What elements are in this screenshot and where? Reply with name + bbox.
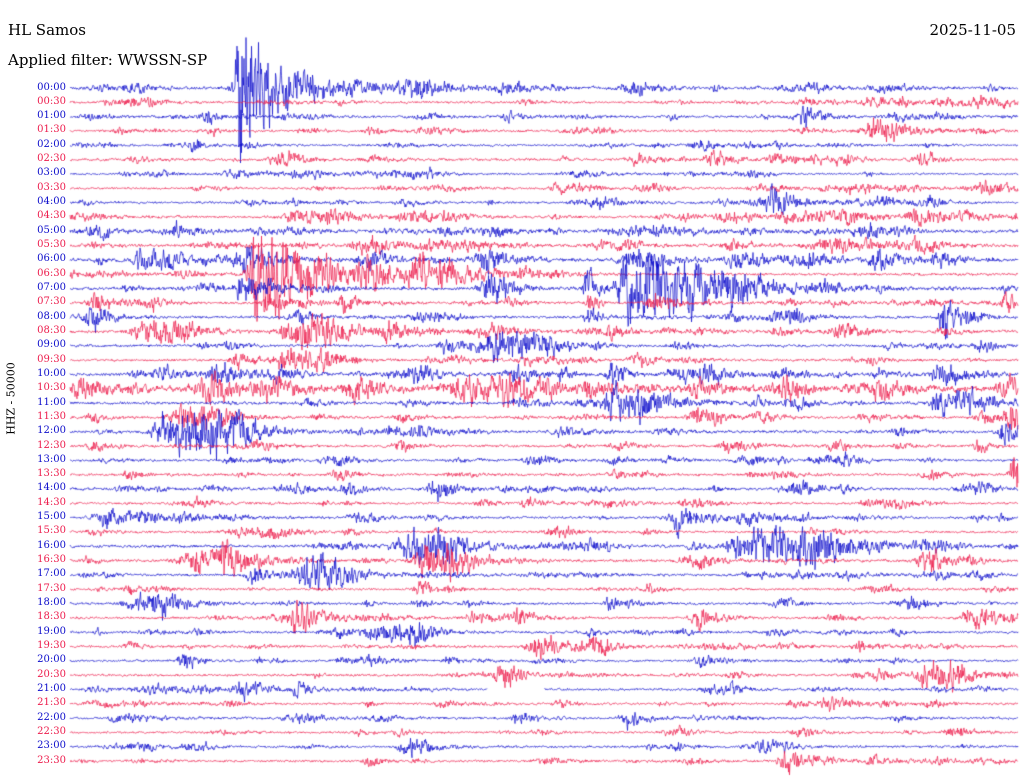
trace-time-label: 18:00 bbox=[37, 597, 66, 609]
trace-time-label: 13:30 bbox=[37, 468, 66, 480]
trace-time-label: 03:30 bbox=[37, 181, 66, 193]
trace-time-label: 22:30 bbox=[37, 725, 66, 737]
trace-time-label: 08:00 bbox=[37, 310, 66, 322]
trace-time-label: 20:00 bbox=[37, 654, 66, 666]
trace-time-label: 08:30 bbox=[37, 324, 66, 336]
trace-time-label: 01:00 bbox=[37, 110, 66, 122]
trace-time-label: 16:00 bbox=[37, 539, 66, 551]
trace-time-label: 14:00 bbox=[37, 482, 66, 494]
date-label: 2025-11-05 bbox=[929, 21, 1016, 39]
trace-time-label: 18:30 bbox=[37, 611, 66, 623]
trace-time-label: 05:00 bbox=[37, 224, 66, 236]
trace-time-label: 12:00 bbox=[37, 425, 66, 437]
trace-time-label: 19:00 bbox=[37, 625, 66, 637]
trace-time-label: 01:30 bbox=[37, 124, 66, 136]
trace-time-label: 21:30 bbox=[37, 697, 66, 709]
trace-time-label: 21:00 bbox=[37, 682, 66, 694]
trace-time-label: 17:00 bbox=[37, 568, 66, 580]
trace-time-label: 06:00 bbox=[37, 253, 66, 265]
trace-time-label: 16:30 bbox=[37, 554, 66, 566]
trace-time-label: 06:30 bbox=[37, 267, 66, 279]
station-title: HL Samos bbox=[8, 21, 86, 39]
trace-time-label: 22:00 bbox=[37, 711, 66, 723]
trace-time-label: 10:30 bbox=[37, 382, 66, 394]
trace-time-label: 15:30 bbox=[37, 525, 66, 537]
trace-time-label: 09:30 bbox=[37, 353, 66, 365]
trace-time-label: 00:30 bbox=[37, 95, 66, 107]
trace-time-label: 14:30 bbox=[37, 496, 66, 508]
trace-time-label: 07:30 bbox=[37, 296, 66, 308]
filter-label: Applied filter: WWSSN-SP bbox=[8, 51, 208, 69]
trace-time-label: 04:00 bbox=[37, 196, 66, 208]
trace-time-label: 02:30 bbox=[37, 153, 66, 165]
trace-time-label: 19:30 bbox=[37, 639, 66, 651]
trace-time-label: 20:30 bbox=[37, 668, 66, 680]
trace-time-label: 11:00 bbox=[37, 396, 66, 408]
trace-time-label: 23:00 bbox=[37, 740, 66, 752]
trace-time-label: 02:00 bbox=[37, 138, 66, 150]
trace-time-label: 10:00 bbox=[37, 367, 66, 379]
trace-time-label: 23:30 bbox=[37, 754, 66, 766]
trace-time-label: 11:30 bbox=[37, 410, 66, 422]
trace-time-label: 13:00 bbox=[37, 453, 66, 465]
trace-time-label: 15:00 bbox=[37, 511, 66, 523]
trace-time-label: 05:30 bbox=[37, 239, 66, 251]
trace-time-label: 00:00 bbox=[37, 81, 66, 93]
trace-time-label: 07:00 bbox=[37, 281, 66, 293]
trace-time-label: 17:30 bbox=[37, 582, 66, 594]
trace-time-label: 09:00 bbox=[37, 339, 66, 351]
trace-time-label: 04:30 bbox=[37, 210, 66, 222]
channel-scale-label: HHZ - 50000 bbox=[4, 362, 18, 435]
trace-time-label: 03:00 bbox=[37, 167, 66, 179]
trace-time-label: 12:30 bbox=[37, 439, 66, 451]
